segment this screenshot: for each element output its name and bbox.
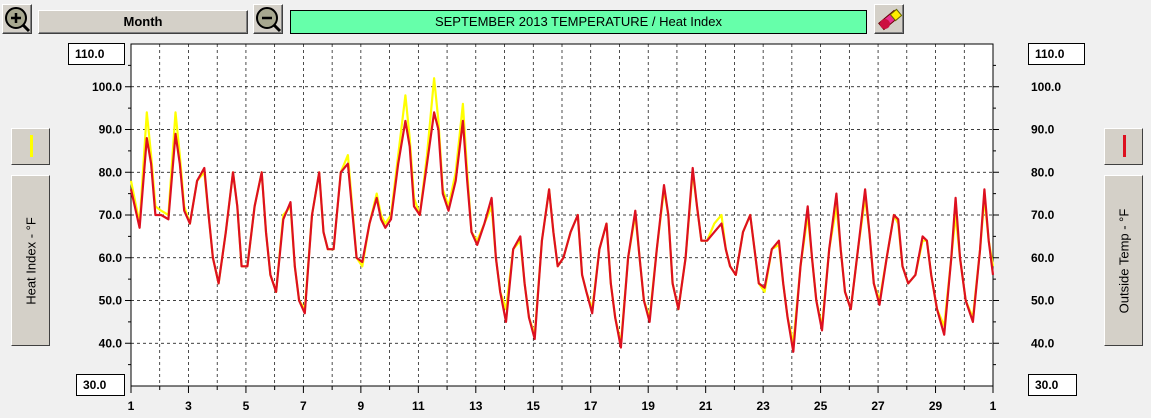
outside-temp-swatch (1123, 135, 1126, 157)
eraser-icon (878, 8, 903, 31)
heat-index-swatch (30, 135, 33, 157)
zoom-in-button[interactable] (2, 4, 32, 34)
left-tick-label: 40.0 (99, 336, 123, 350)
outside-temp-swatch-button[interactable] (1104, 128, 1143, 165)
left-tick-label: 90.0 (99, 123, 123, 137)
series-lines (129, 77, 995, 353)
zoom-in-icon (5, 7, 31, 33)
left-tick-label: 60.0 (99, 251, 123, 265)
x-tick-label: 21 (699, 399, 713, 413)
right-tick-label: 40.0 (1031, 336, 1055, 350)
right-axis-label-button[interactable]: Outside Temp - °F (1104, 175, 1143, 346)
right-tick-label: 80.0 (1031, 165, 1055, 179)
left-tick-label: 70.0 (99, 208, 123, 222)
month-button[interactable]: Month (38, 10, 248, 34)
left-ymax-box[interactable]: 110.0 (68, 43, 125, 65)
x-tick-label: 1 (128, 399, 135, 413)
right-tick-label: 90.0 (1031, 123, 1055, 137)
x-tick-label: 25 (814, 399, 828, 413)
right-ymin-box[interactable]: 30.0 (1028, 374, 1077, 396)
left-axis-label-button[interactable]: Heat Index - °F (11, 175, 50, 346)
zoom-out-button[interactable] (253, 4, 283, 34)
x-tick-label: 15 (527, 399, 541, 413)
left-tick-label: 50.0 (99, 294, 123, 308)
x-tick-label: 1 (990, 399, 997, 413)
right-tick-label: 50.0 (1031, 294, 1055, 308)
x-tick-label: 27 (871, 399, 885, 413)
heat-index-swatch-button[interactable] (11, 128, 50, 165)
x-tick-label: 13 (469, 399, 483, 413)
x-tick-label: 5 (243, 399, 250, 413)
x-tick-label: 11 (412, 399, 425, 413)
eraser-button[interactable] (874, 4, 904, 34)
x-tick-label: 29 (929, 399, 943, 413)
x-tick-label: 23 (756, 399, 770, 413)
right-tick-label: 70.0 (1031, 208, 1055, 222)
x-tick-label: 17 (584, 399, 598, 413)
chart-title: SEPTEMBER 2013 TEMPERATURE / Heat Index (290, 10, 867, 34)
y-ticks: 40.0 40.0 50.0 50.0 60.0 60.0 70.0 70.0 80.0 80.0… (92, 64, 1061, 366)
right-ymax-box[interactable]: 110.0 (1028, 43, 1085, 65)
x-tick-label: 9 (358, 399, 365, 413)
grid (131, 44, 993, 386)
right-tick-label: 100.0 (1031, 80, 1061, 94)
left-ymin-box[interactable]: 30.0 (76, 374, 125, 396)
x-tick-label: 7 (300, 399, 307, 413)
right-tick-label: 60.0 (1031, 251, 1055, 265)
left-tick-label: 80.0 (99, 165, 123, 179)
x-tick-label: 3 (185, 399, 192, 413)
outside-temp-line (129, 111, 995, 353)
left-tick-label: 100.0 (92, 80, 122, 94)
zoom-out-icon (256, 7, 282, 33)
x-tick-label: 19 (642, 399, 656, 413)
x-ticks: 1 3 5 7 9 11 13 15 17 19 21 23 25 27 29 1 (128, 386, 997, 413)
